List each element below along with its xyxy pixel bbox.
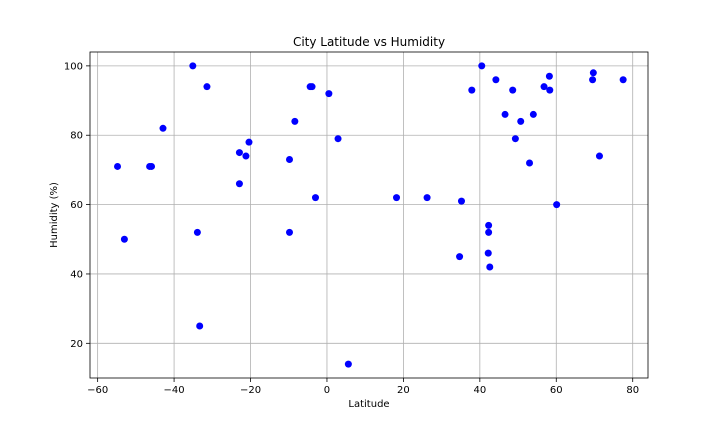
x-axis-label: Latitude (348, 399, 389, 410)
data-point (540, 83, 548, 91)
data-point (423, 194, 431, 202)
x-tick-label: −20 (240, 385, 261, 396)
data-point (529, 110, 537, 118)
y-tick-label: 20 (70, 339, 83, 350)
plot-frame (89, 51, 649, 379)
grid-lines (90, 52, 648, 378)
data-points (114, 62, 627, 368)
axis-ticks: −60 −40 −20 0 20 40 60 80 20 40 60 80 100 (64, 61, 639, 396)
data-point (484, 249, 492, 257)
data-point (311, 194, 319, 202)
data-point (334, 135, 342, 143)
x-tick-label: 0 (324, 385, 330, 396)
data-point (235, 149, 243, 157)
x-tick-label: −40 (164, 385, 185, 396)
plot-area (90, 52, 648, 378)
data-point (286, 156, 294, 164)
data-point (308, 83, 316, 91)
data-point (546, 86, 554, 94)
data-point (468, 86, 476, 94)
x-tick-label: 60 (550, 385, 563, 396)
data-point (189, 62, 197, 70)
data-point (589, 69, 597, 77)
data-point (291, 117, 299, 125)
data-point (486, 263, 494, 271)
data-point (553, 201, 561, 209)
data-point (517, 117, 525, 125)
data-point (509, 86, 517, 94)
data-point (545, 72, 553, 80)
y-tick-label: 80 (70, 131, 83, 142)
data-point (193, 228, 201, 236)
data-point (485, 228, 493, 236)
data-point (485, 221, 493, 229)
y-tick-label: 60 (70, 200, 83, 211)
y-tick-label: 40 (70, 269, 83, 280)
data-point (245, 138, 253, 146)
data-point (120, 235, 128, 243)
data-point (511, 135, 519, 143)
data-point (242, 152, 250, 160)
data-point (456, 253, 464, 261)
data-point (478, 62, 486, 70)
chart-title: City Latitude vs Humidity (293, 35, 445, 49)
data-point (286, 228, 294, 236)
data-point (235, 180, 243, 188)
x-tick-label: −60 (87, 385, 108, 396)
data-point (344, 360, 352, 368)
data-point (114, 162, 122, 170)
x-tick-label: 80 (626, 385, 639, 396)
y-tick-label: 100 (64, 61, 83, 72)
data-point (589, 76, 597, 84)
data-point (159, 124, 167, 132)
data-point (526, 159, 534, 167)
data-point (457, 197, 465, 205)
x-tick-label: 40 (473, 385, 486, 396)
data-point (595, 152, 603, 160)
y-axis-label: Humidity (%) (49, 182, 60, 248)
data-point (619, 76, 627, 84)
data-point (148, 162, 156, 170)
data-point (393, 194, 401, 202)
data-point (203, 83, 211, 91)
data-point (325, 90, 333, 98)
x-tick-label: 20 (397, 385, 410, 396)
data-point (501, 110, 509, 118)
data-point (492, 76, 500, 84)
data-point (196, 322, 204, 330)
